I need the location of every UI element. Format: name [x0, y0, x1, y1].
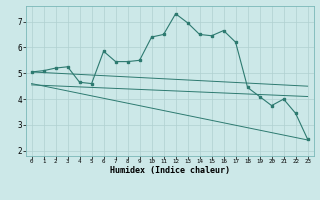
X-axis label: Humidex (Indice chaleur): Humidex (Indice chaleur)	[109, 166, 230, 175]
